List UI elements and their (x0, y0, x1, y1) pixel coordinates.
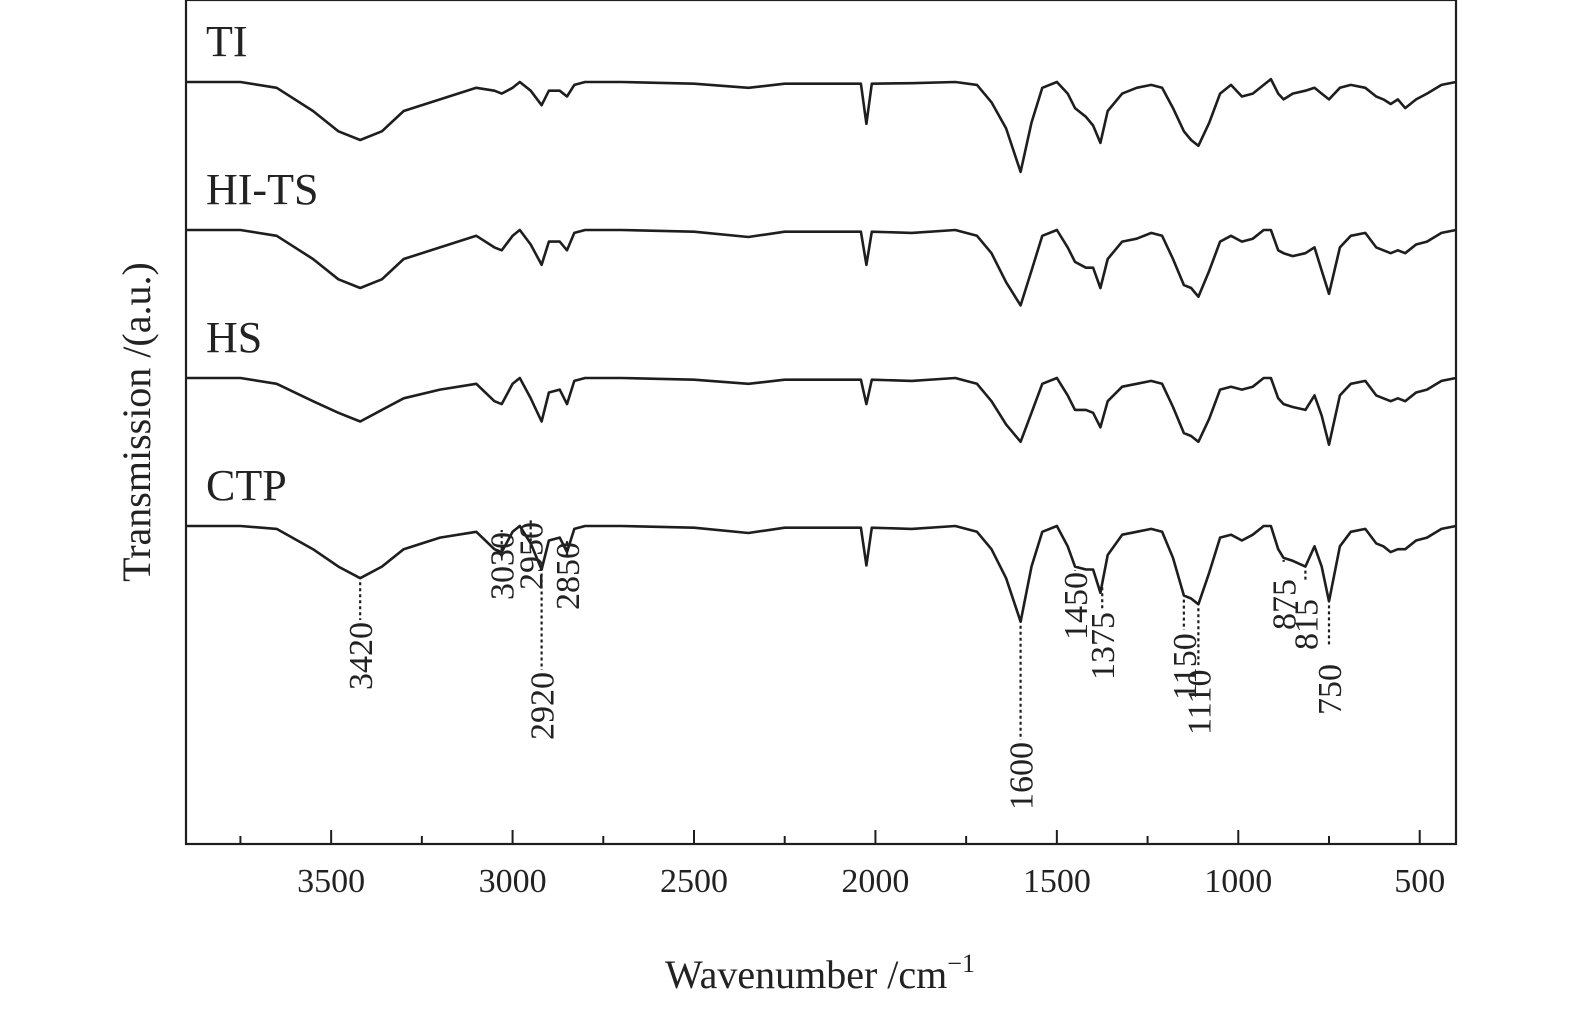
peak-label-3030: 3030 (485, 532, 522, 600)
x-tick-label: 3500 (297, 863, 365, 900)
x-tick-label: 500 (1394, 863, 1445, 900)
peak-label-1450: 1450 (1058, 572, 1095, 640)
peak-label-3420: 3420 (343, 622, 380, 690)
series-line-ti (186, 77, 1457, 174)
x-tick-label: 1500 (1023, 863, 1091, 900)
series-label-hi-ts: HI-TS (206, 165, 318, 214)
series-line-ctp (186, 524, 1457, 623)
peak-label-2920: 2920 (525, 672, 562, 740)
y-axis-label: Transmission /(a.u.) (114, 262, 159, 582)
series-label-ctp: CTP (206, 461, 287, 510)
x-tick-labels-group: 3500 3000 2500 2000 1500 1000 500 (297, 863, 1445, 900)
peak-label-1600: 1600 (1004, 742, 1041, 810)
x-tick-label: 3000 (479, 863, 547, 900)
peak-label-1110: 1110 (1181, 670, 1218, 735)
peak-label-750: 750 (1312, 664, 1349, 715)
peak-guides-group (359, 520, 1331, 740)
x-axis-label-superscript: −1 (947, 949, 975, 978)
x-ticks-group (239, 830, 1421, 844)
x-tick-label: 1000 (1204, 863, 1272, 900)
series-line-hs (186, 376, 1457, 446)
x-tick-label: 2000 (841, 863, 909, 900)
peak-label-815: 815 (1288, 599, 1325, 650)
x-axis-label: Wavenumber /cm−1 (665, 949, 975, 997)
peak-label-1150: 1150 (1167, 633, 1204, 700)
series-label-hs: HS (206, 313, 262, 362)
series-label-ti: TI (206, 17, 248, 66)
plot-frame (184, 0, 1458, 846)
series-labels-group: TI HI-TS HS CTP (206, 17, 318, 510)
peak-label-2850: 2850 (550, 542, 587, 610)
peak-label-875: 875 (1267, 579, 1304, 630)
x-tick-label: 2500 (660, 863, 728, 900)
peak-label-1375: 1375 (1085, 612, 1122, 680)
peak-label-2950: 2950 (514, 522, 551, 590)
spectra-group (186, 77, 1457, 623)
series-line-hi-ts (186, 228, 1457, 307)
